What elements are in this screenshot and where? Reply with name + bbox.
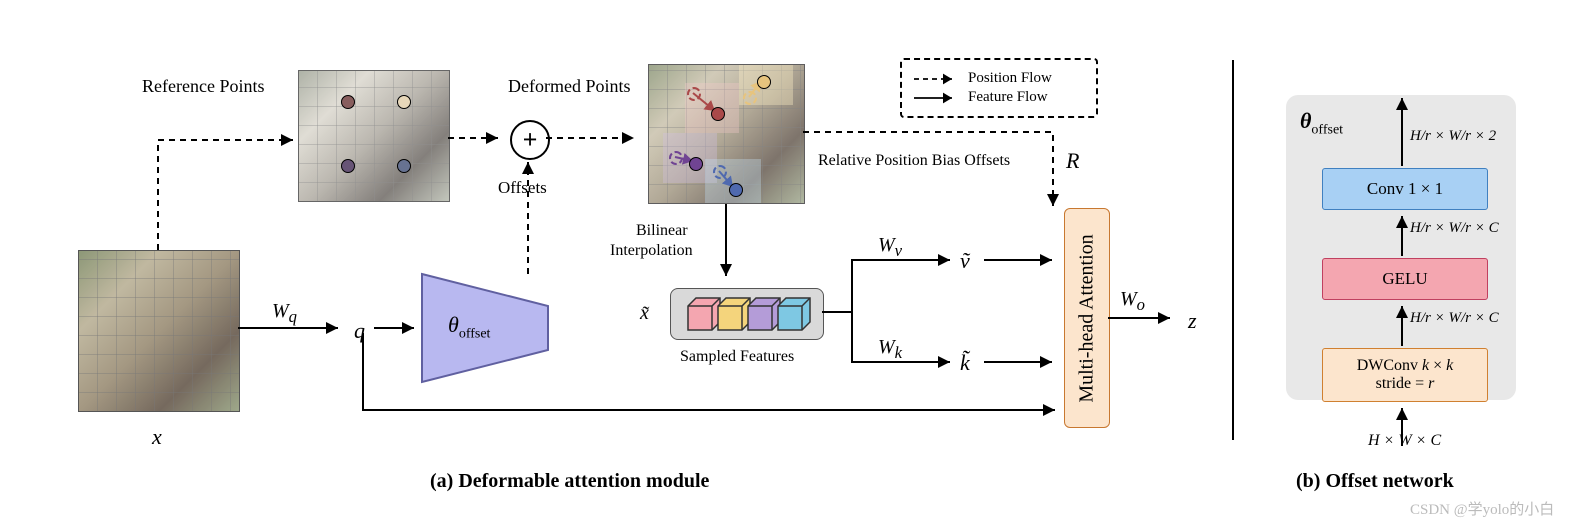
bilinear-label1: Bilinear — [636, 222, 688, 240]
caption-b: (b) Offset network — [1296, 470, 1454, 493]
gelu-text: GELU — [1382, 269, 1427, 289]
def-arrows — [649, 65, 804, 203]
relbias-label: Relative Position Bias Offsets — [818, 152, 1010, 170]
Wo-label: Wo — [1120, 288, 1145, 315]
arrow-gelu-conv — [1392, 210, 1412, 258]
figure-root: x Wq q θoffset Reference Points + Offset… — [0, 0, 1569, 519]
ref-dot-blue — [397, 159, 411, 173]
ref-points-title: Reference Points — [142, 76, 264, 97]
v-tilde-label: ṽ — [960, 248, 970, 274]
arrow-dw-gelu — [1392, 300, 1412, 348]
arrow-q-mha — [355, 330, 1067, 420]
divider-line — [1232, 60, 1234, 440]
legend-box: Position Flow Feature Flow — [900, 58, 1098, 118]
gelu-block: GELU — [1322, 258, 1488, 300]
plus-operator: + — [510, 120, 550, 160]
watermark: CSDN @学yolo的小白 — [1410, 498, 1554, 519]
ref-dot-yellow — [397, 95, 411, 109]
legend-feat-flow: Feature Flow — [914, 89, 1084, 106]
input-image-x — [78, 250, 240, 412]
ref-dot-purple — [341, 159, 355, 173]
arrow-out-offset — [1392, 92, 1412, 168]
arrow-plus-def — [546, 128, 644, 148]
def-open-red — [687, 87, 701, 101]
def-dot-red — [711, 107, 725, 121]
dim-mid2: H/r × W/r × C — [1410, 220, 1499, 237]
offset-theta-label: θoffset — [1300, 108, 1343, 138]
mha-block: Multi-head Attention — [1064, 208, 1110, 428]
Wv-label: Wv — [878, 234, 902, 261]
legend-feat-text: Feature Flow — [968, 89, 1048, 106]
legend-pos-flow: Position Flow — [914, 70, 1084, 87]
def-points-image — [648, 64, 805, 204]
dim-mid1: H/r × W/r × C — [1410, 310, 1499, 327]
x-tilde-label: x̃ — [640, 302, 649, 325]
legend-pos-text: Position Flow — [968, 70, 1052, 87]
def-open-blue — [713, 165, 727, 179]
conv11-text: Conv 1 × 1 — [1367, 179, 1443, 199]
arrow-bilinear — [716, 204, 736, 286]
z-label: z — [1188, 308, 1197, 334]
dwconv-l1: DWConv k × k — [1357, 357, 1454, 375]
arrow-theta-plus — [518, 156, 538, 276]
def-points-title: Deformed Points — [508, 76, 630, 97]
ref-dot-red — [341, 95, 355, 109]
label-x: x — [152, 424, 162, 450]
dwconv-block: DWConv k × k stride = r — [1322, 348, 1488, 402]
dashed-x-to-ref — [155, 130, 305, 260]
arrow-v-mha — [984, 250, 1062, 270]
def-open-purple — [669, 151, 683, 165]
conv11-block: Conv 1 × 1 — [1322, 168, 1488, 210]
ref-points-image — [298, 70, 450, 202]
def-open-yellow — [743, 91, 757, 105]
bilinear-label2: Interpolation — [610, 242, 693, 260]
R-label: R — [1066, 148, 1079, 174]
dim-out: H/r × W/r × 2 — [1410, 128, 1496, 145]
arrow-ref-plus — [448, 128, 508, 148]
mha-text: Multi-head Attention — [1076, 234, 1099, 402]
def-dot-yellow — [757, 75, 771, 89]
dim-in: H × W × C — [1368, 432, 1441, 450]
caption-a: (a) Deformable attention module — [430, 470, 709, 493]
def-dot-blue — [729, 183, 743, 197]
def-dot-purple — [689, 157, 703, 171]
arrow-relbias — [803, 120, 1103, 220]
label-Wq: Wq — [272, 300, 297, 327]
dwconv-l2: stride = r — [1376, 375, 1435, 393]
